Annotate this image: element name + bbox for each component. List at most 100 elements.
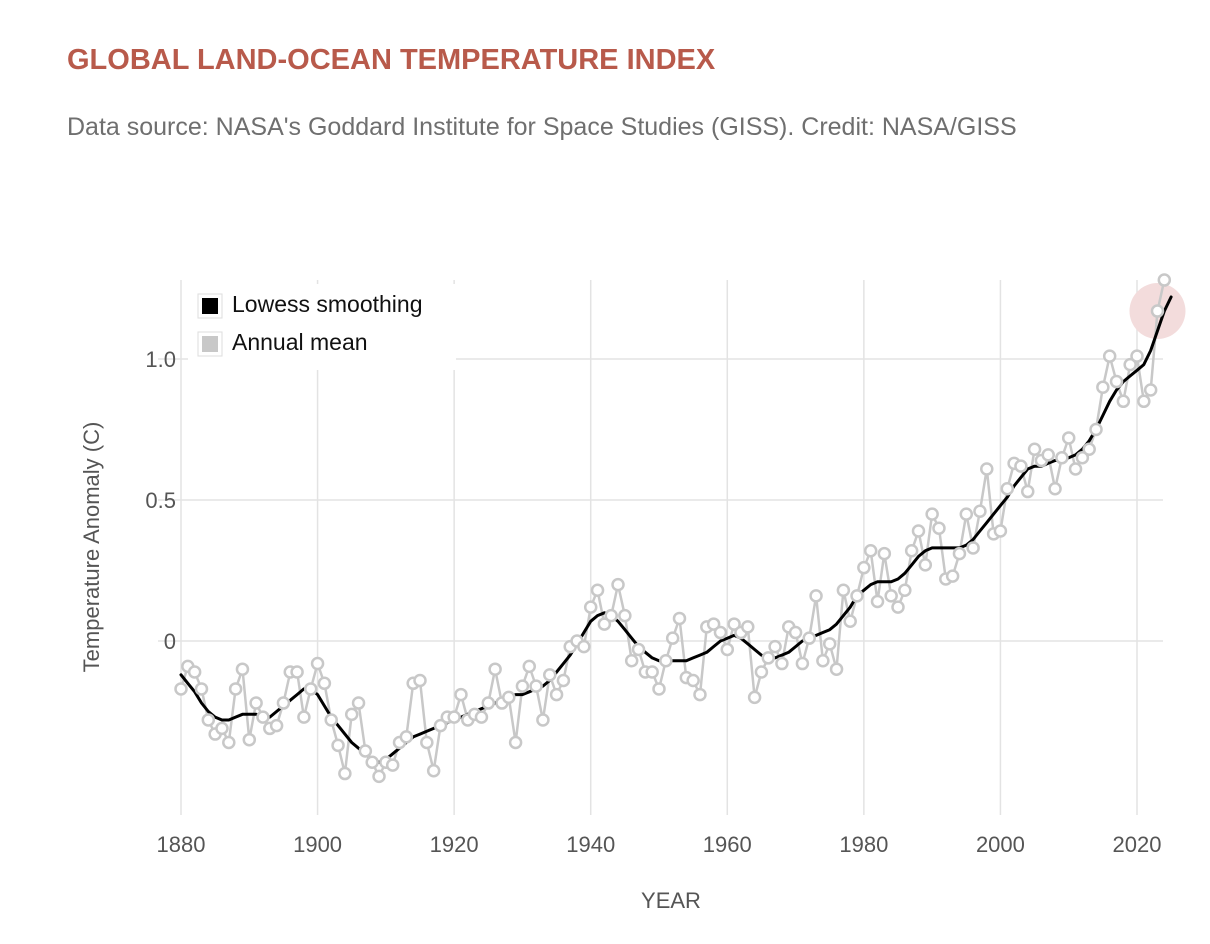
annual-point-1926[interactable] [488, 662, 502, 676]
annual-point-1945[interactable] [618, 608, 632, 623]
annual-point-1906[interactable] [351, 696, 366, 710]
annual-point-1950[interactable] [652, 682, 666, 696]
annual-point-1982[interactable] [870, 594, 885, 609]
annual-point-2016[interactable] [1102, 349, 1117, 363]
annual-point-1894[interactable] [269, 718, 284, 733]
legend-annual-label[interactable]: Annual mean [232, 329, 368, 355]
annual-point-1991[interactable] [932, 521, 946, 535]
annual-point-1931[interactable] [522, 659, 537, 674]
annual-point-1943[interactable] [604, 608, 618, 623]
annual-point-1899[interactable] [303, 682, 318, 696]
annual-point-1979[interactable] [850, 589, 864, 603]
annual-point-1974[interactable] [816, 653, 830, 668]
annual-point-1907[interactable] [358, 744, 373, 758]
annual-point-1901[interactable] [317, 676, 332, 691]
annual-point-1916[interactable] [420, 735, 434, 750]
annual-point-1891[interactable] [249, 696, 263, 710]
annual-point-2001[interactable] [1000, 481, 1015, 496]
annual-point-2010[interactable] [1061, 431, 1076, 445]
annual-point-1883[interactable] [194, 682, 209, 696]
annual-point-1888[interactable] [228, 682, 243, 696]
legend-lowess-label[interactable]: Lowess smoothing [232, 291, 423, 317]
annual-point-1911[interactable] [385, 758, 400, 772]
annual-point-1964[interactable] [747, 690, 762, 705]
annual-point-1929[interactable] [508, 735, 523, 750]
annual-point-1970[interactable] [788, 625, 803, 640]
annual-point-1933[interactable] [536, 713, 550, 727]
annual-point-1898[interactable] [297, 710, 311, 724]
annual-point-1942[interactable] [597, 617, 612, 631]
annual-point-2013[interactable] [1082, 442, 1096, 456]
annual-point-1880[interactable] [174, 682, 188, 696]
legend-lowess-swatch[interactable] [202, 298, 218, 314]
annual-point-1889[interactable] [235, 662, 250, 676]
annual-point-1936[interactable] [556, 673, 571, 688]
legend-annual-swatch[interactable] [202, 336, 218, 352]
annual-point-1882[interactable] [187, 665, 202, 679]
annual-point-1887[interactable] [222, 735, 236, 750]
annual-point-1935[interactable] [549, 687, 564, 702]
annual-point-2012[interactable] [1075, 450, 1090, 465]
annual-point-1983[interactable] [877, 546, 892, 561]
annual-point-1985[interactable] [891, 600, 905, 614]
annual-point-2020[interactable] [1130, 349, 1144, 363]
annual-point-1984[interactable] [884, 589, 898, 603]
annual-point-1958[interactable] [706, 617, 721, 631]
annual-point-2023[interactable] [1150, 304, 1165, 318]
annual-point-2022[interactable] [1143, 383, 1158, 397]
annual-point-1900[interactable] [310, 656, 325, 671]
annual-point-1990[interactable] [925, 507, 939, 521]
annual-point-2017[interactable] [1109, 374, 1124, 389]
annual-point-1980[interactable] [857, 560, 871, 575]
annual-point-1963[interactable] [741, 620, 755, 634]
annual-point-1944[interactable] [611, 577, 625, 592]
annual-point-1939[interactable] [577, 639, 591, 654]
annual-point-1975[interactable] [822, 637, 837, 651]
annual-point-1909[interactable] [372, 769, 386, 784]
annual-point-1981[interactable] [863, 544, 878, 558]
annual-point-1908[interactable] [365, 755, 379, 770]
annual-point-1973[interactable] [809, 589, 823, 603]
annual-point-2005[interactable] [1027, 442, 1042, 456]
annual-point-1941[interactable] [590, 583, 605, 597]
annual-point-2008[interactable] [1048, 481, 1062, 496]
annual-point-1987[interactable] [904, 544, 919, 558]
annual-point-1946[interactable] [624, 653, 639, 668]
annual-point-1949[interactable] [645, 665, 659, 679]
annual-point-1965[interactable] [754, 665, 769, 679]
annual-point-1921[interactable] [454, 687, 468, 702]
annual-point-1978[interactable] [843, 614, 857, 629]
annual-point-1993[interactable] [945, 569, 960, 583]
annual-point-2021[interactable] [1137, 394, 1151, 409]
annual-point-1897[interactable] [290, 665, 304, 679]
annual-point-1928[interactable] [502, 690, 516, 705]
annual-point-1904[interactable] [338, 766, 352, 781]
annual-point-1934[interactable] [542, 668, 557, 682]
annual-point-2019[interactable] [1123, 357, 1137, 372]
annual-point-1902[interactable] [324, 713, 338, 727]
annual-point-1884[interactable] [201, 713, 216, 727]
annual-point-2011[interactable] [1068, 462, 1083, 476]
annual-point-1905[interactable] [344, 707, 359, 722]
annual-point-1959[interactable] [713, 625, 728, 640]
annual-point-1924[interactable] [474, 710, 489, 724]
annual-point-1996[interactable] [966, 541, 980, 555]
annual-point-1915[interactable] [413, 673, 427, 688]
annual-point-1925[interactable] [481, 696, 496, 710]
annual-point-2007[interactable] [1041, 448, 1055, 462]
annual-point-1994[interactable] [952, 546, 967, 561]
annual-point-1989[interactable] [918, 558, 933, 572]
annual-point-1951[interactable] [659, 653, 673, 668]
annual-point-2009[interactable] [1055, 450, 1069, 465]
annual-point-1961[interactable] [727, 617, 741, 631]
annual-point-1967[interactable] [768, 639, 782, 654]
annual-point-1895[interactable] [276, 696, 291, 710]
annual-point-1956[interactable] [693, 687, 707, 702]
annual-point-1960[interactable] [720, 642, 735, 657]
annual-point-1988[interactable] [911, 524, 926, 538]
annual-point-1913[interactable] [399, 730, 414, 744]
annual-point-1998[interactable] [980, 462, 994, 476]
annual-point-1917[interactable] [426, 763, 441, 778]
annual-point-2014[interactable] [1089, 422, 1103, 437]
annual-point-1892[interactable] [256, 710, 270, 724]
